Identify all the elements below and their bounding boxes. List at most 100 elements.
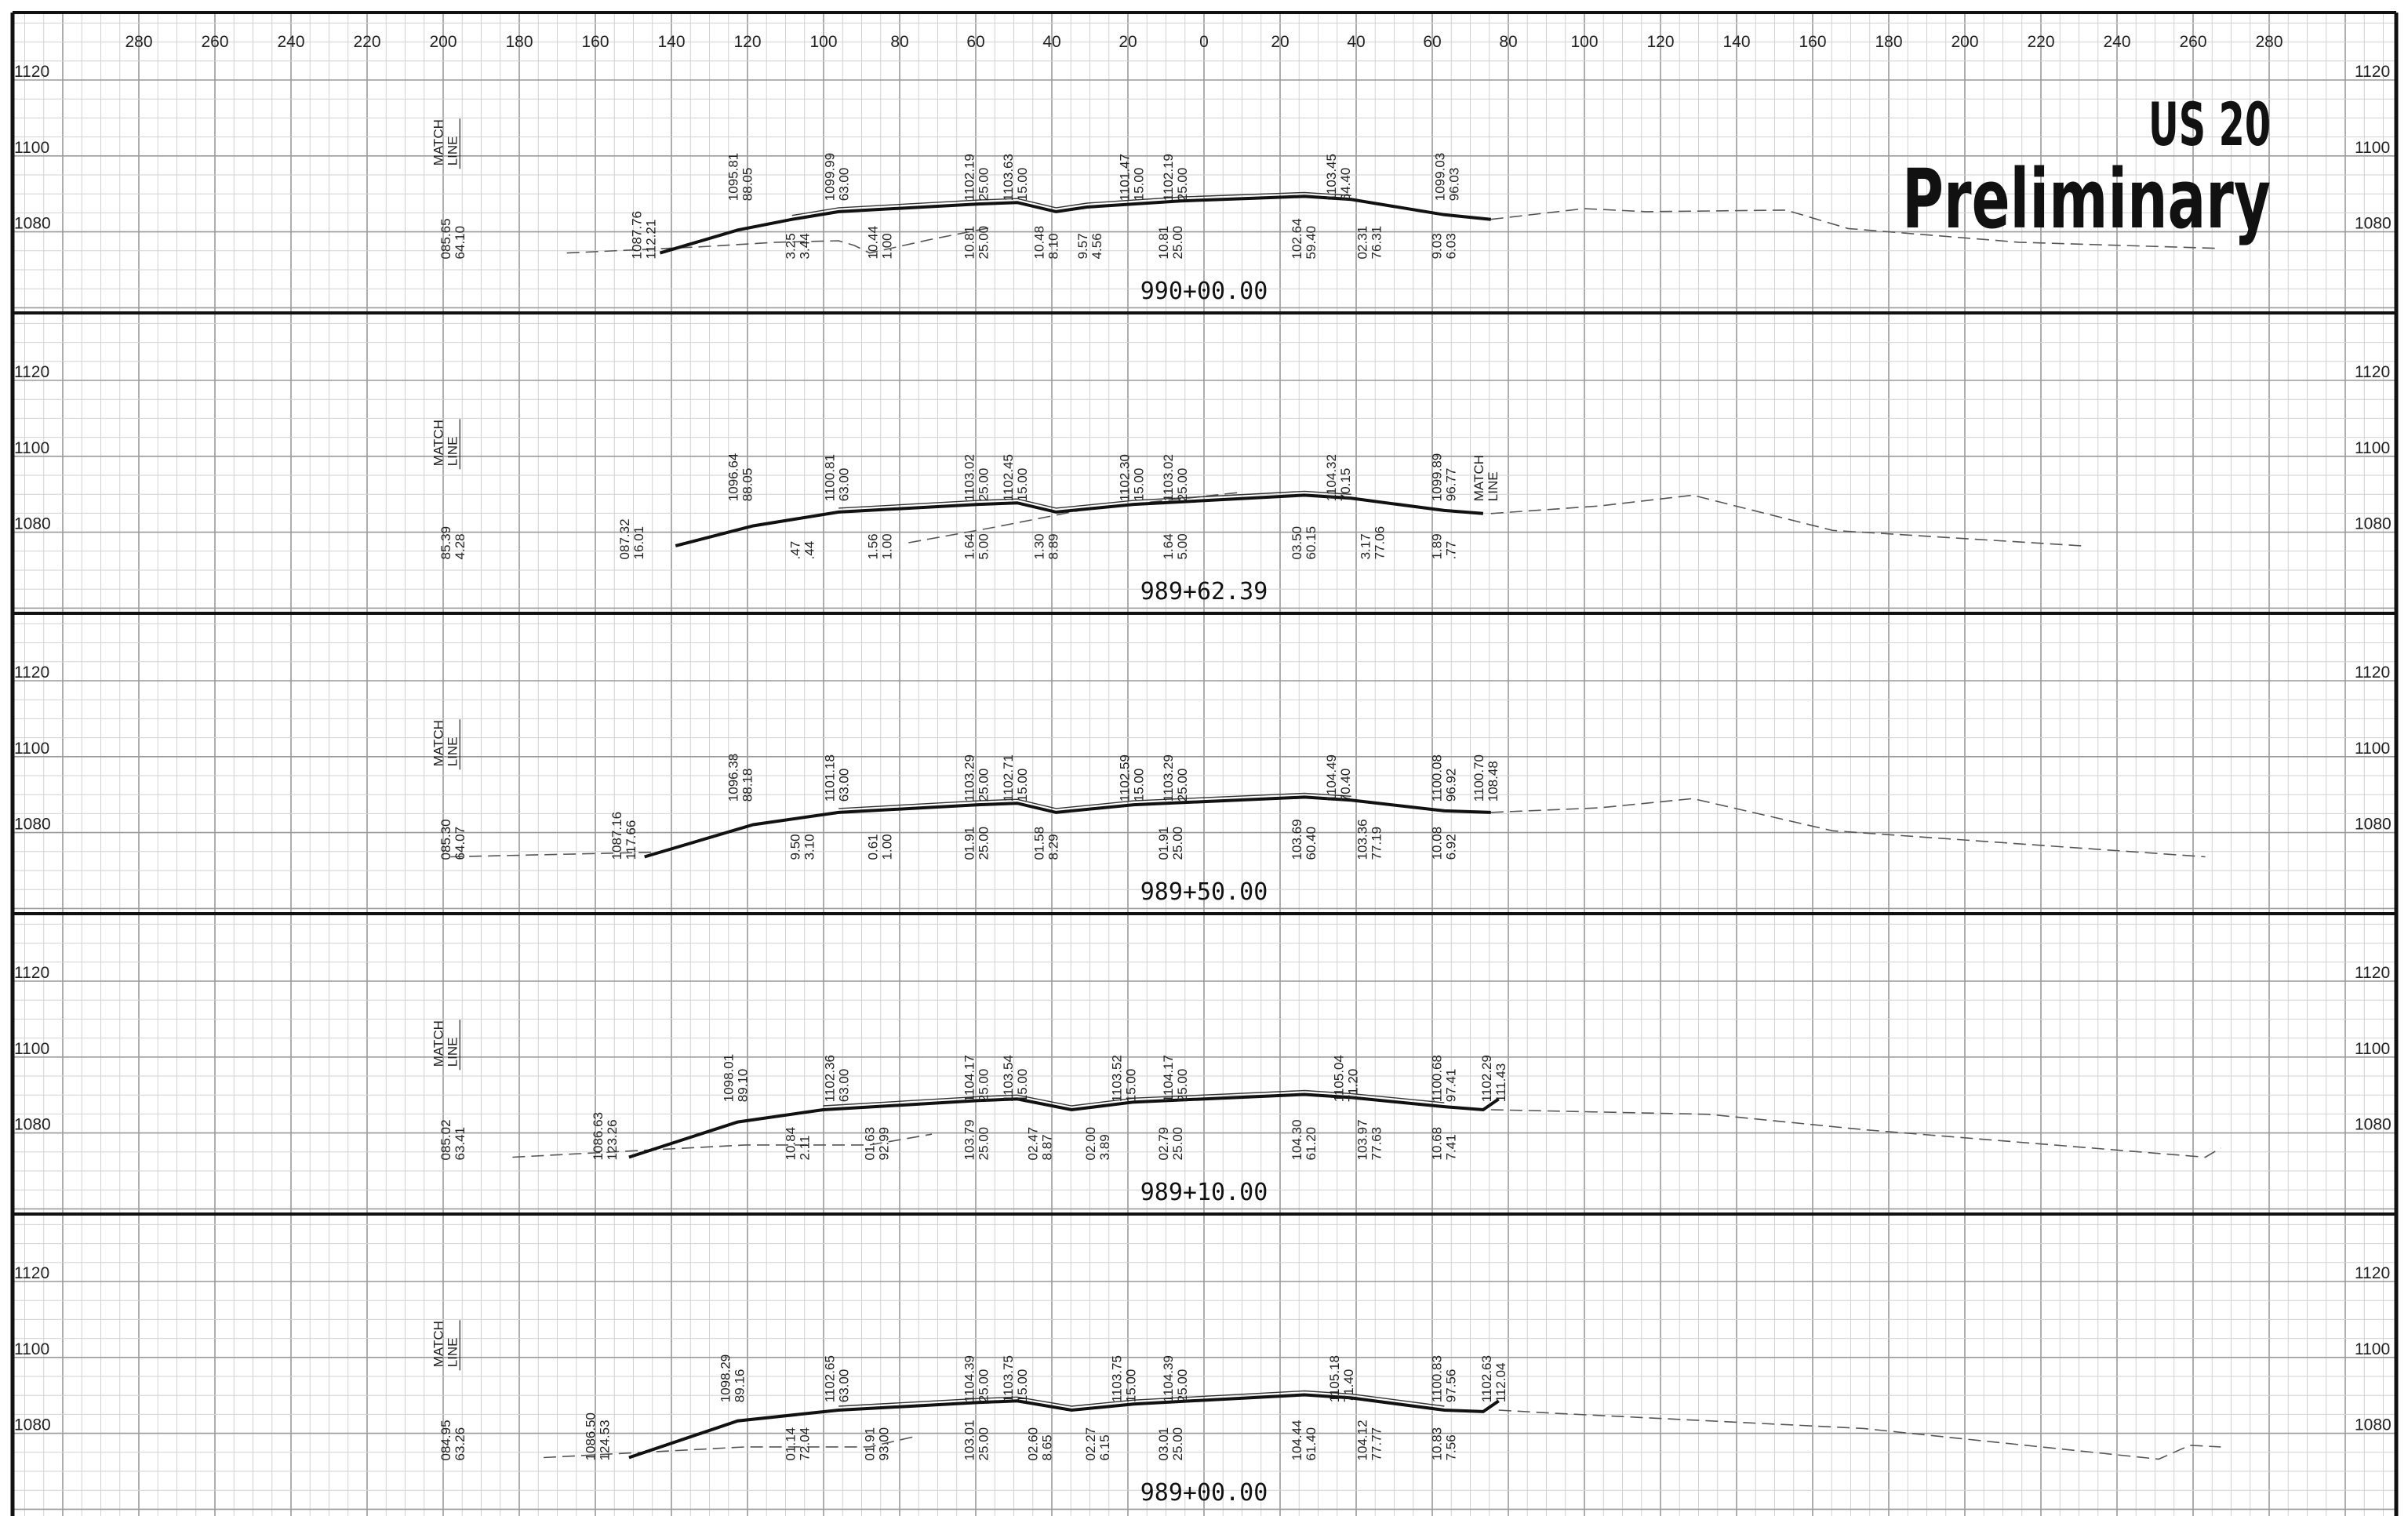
elevation-offset-label: 70.40: [1338, 769, 1353, 802]
elevation-offset-label: 97.56: [1443, 1369, 1458, 1403]
offset-label: 260: [201, 33, 228, 51]
elevation-offset-label: 6.92: [1443, 834, 1458, 860]
elevation-offset-label: 16.01: [631, 526, 646, 560]
elevation-offset-label: 1104.39: [962, 1355, 977, 1402]
elevation-offset-label: 3.89: [1097, 1134, 1112, 1160]
elevation-offset-label: 76.31: [1369, 226, 1384, 260]
elevation-offset-label: 1104.39: [1161, 1355, 1176, 1402]
elevation-offset-label: 10.08: [1429, 827, 1444, 860]
elevation-offset-label: 1104.17: [1161, 1055, 1176, 1102]
elevation-label: 1080: [2355, 215, 2392, 233]
offset-label: 120: [1646, 33, 1674, 51]
existing-ground: [908, 491, 1243, 544]
elevation-offset-label: 25.00: [1175, 769, 1190, 802]
elevation-offset-label: 60.15: [1304, 526, 1319, 560]
elevation-offset-label: 88.05: [740, 168, 755, 202]
elevation-offset-label: 25.00: [1175, 1369, 1190, 1403]
elevation-offset-label: 1102.19: [1161, 154, 1176, 201]
offset-label: 80: [1499, 33, 1517, 51]
elevation-offset-label: 77.19: [1369, 827, 1384, 860]
elevation-offset-label: 5.00: [976, 533, 991, 559]
grid: [10, 11, 2399, 1516]
elevation-offset-label: 1102.71: [1001, 754, 1016, 802]
offset-label: 60: [966, 33, 984, 51]
elevation-label: 1100: [2355, 740, 2390, 758]
elevation-offset-label: 112.04: [1493, 1362, 1508, 1402]
elevation-offset-label: 4.56: [1089, 233, 1104, 259]
elevation-offset-label: 71.20: [1346, 1069, 1361, 1103]
elevation-label: 1080: [2355, 1116, 2392, 1134]
elevation-offset-label: 6.03: [1443, 233, 1458, 259]
elevation-offset-label: 1103.02: [1161, 454, 1176, 501]
pavement-top: [791, 191, 1351, 216]
content: 280 260 240 220 200 180 160 140 120 100 80 60 40 20 0 2…: [14, 33, 2392, 1507]
elevation-offset-label: 85.39: [438, 526, 453, 560]
pavement-top: [838, 1390, 1445, 1407]
elevation-offset-label: 103.97: [1355, 1119, 1370, 1160]
elevation-offset-label: 25.00: [976, 468, 991, 502]
elevation-label: 1100: [14, 1340, 49, 1358]
design-section: [628, 1393, 1500, 1460]
elevation-offset-label: 111.43: [1493, 1063, 1508, 1102]
offset-label: 200: [429, 33, 457, 51]
elevation-offset-label: 8.87: [1040, 1134, 1055, 1160]
elevation-offset-label: 64.07: [453, 827, 467, 860]
elevation-offset-label: 1.30: [1032, 533, 1047, 559]
elevation-offset-label: 087.32: [617, 518, 632, 559]
elevation-offset-label: 96.03: [1446, 168, 1461, 202]
existing-ground: [1490, 1109, 2221, 1158]
elevation-offset-label: 1.00: [880, 834, 895, 860]
station-label: 989+62.39: [1140, 578, 1268, 605]
elevation-offset-label: 1087.76: [630, 211, 645, 259]
status-title: Preliminary: [1902, 151, 2271, 247]
elevation-offset-label: 1095.81: [726, 153, 741, 201]
elevation-offset-label: 8.65: [1040, 1434, 1055, 1460]
elevation-offset-label: 1102.19: [962, 154, 977, 201]
elevation-offset-label: 25.00: [1170, 1427, 1185, 1461]
elevation-offset-label: 15.00: [1131, 168, 1146, 202]
offset-label: 20: [1271, 33, 1289, 51]
elevation-offset-label: 25.00: [1170, 226, 1185, 260]
offset-label: 80: [890, 33, 908, 51]
elevation-offset-label: 63.00: [836, 468, 851, 502]
elevation-offset-label: 1.89: [1429, 533, 1444, 559]
elevation-offset-label: 25.00: [1175, 1069, 1190, 1103]
elevation-label: 1080: [14, 1416, 51, 1434]
design-section: [628, 1092, 1500, 1159]
elevation-offset-label: 6.15: [1097, 1434, 1112, 1460]
offset-label: 0: [1199, 33, 1209, 51]
elevation-offset-label: 2.11: [798, 1136, 813, 1161]
elevation-offset-label: MATCH: [1471, 455, 1486, 501]
elevation-offset-label: 1099.89: [1429, 453, 1444, 501]
elevation-offset-label: LINE: [445, 1038, 460, 1067]
elevation-offset-label: 103.01: [962, 1420, 977, 1460]
elevation-offset-label: 1102.65: [822, 1355, 837, 1402]
elevation-offset-label: 15.00: [1015, 1069, 1030, 1103]
elevation-offset-label: 8.10: [1046, 233, 1061, 259]
elevation-label: 1080: [14, 515, 51, 533]
elevation-offset-label: 25.00: [1175, 168, 1190, 202]
elevation-offset-label: 085.02: [438, 1119, 453, 1160]
offset-label: 140: [1722, 33, 1750, 51]
elevation-offset-label: 15.00: [1124, 1369, 1139, 1403]
elevation-offset-label: 01.63: [863, 1127, 878, 1161]
station-label: 990+00.00: [1140, 278, 1268, 305]
elevation-label: 1080: [14, 215, 51, 233]
elevation-offset-label: MATCH: [431, 720, 446, 766]
elevation-offset-label: 3.17: [1358, 533, 1373, 559]
station-label: 989+00.00: [1140, 1479, 1268, 1507]
elevation-label: 1080: [2355, 515, 2392, 533]
elevation-offset-label: 1.00: [880, 533, 895, 559]
elevation-label: 1120: [2355, 363, 2390, 381]
elevation-offset-label: 1100.70: [1471, 754, 1486, 802]
offset-label: 120: [733, 33, 761, 51]
elevation-offset-label: 3.10: [802, 834, 817, 860]
elevation-offset-label: 1099.99: [822, 153, 837, 201]
offset-label: 20: [1119, 33, 1137, 51]
station-label: 989+10.00: [1140, 1179, 1268, 1206]
elevation-offset-label: 1.64: [1161, 533, 1176, 559]
elevation-offset-label: 1102.30: [1117, 454, 1132, 501]
elevation-offset-label: MATCH: [431, 1321, 446, 1367]
elevation-offset-label: 02.79: [1156, 1127, 1171, 1161]
elevation-offset-label: 085.65: [438, 218, 453, 259]
